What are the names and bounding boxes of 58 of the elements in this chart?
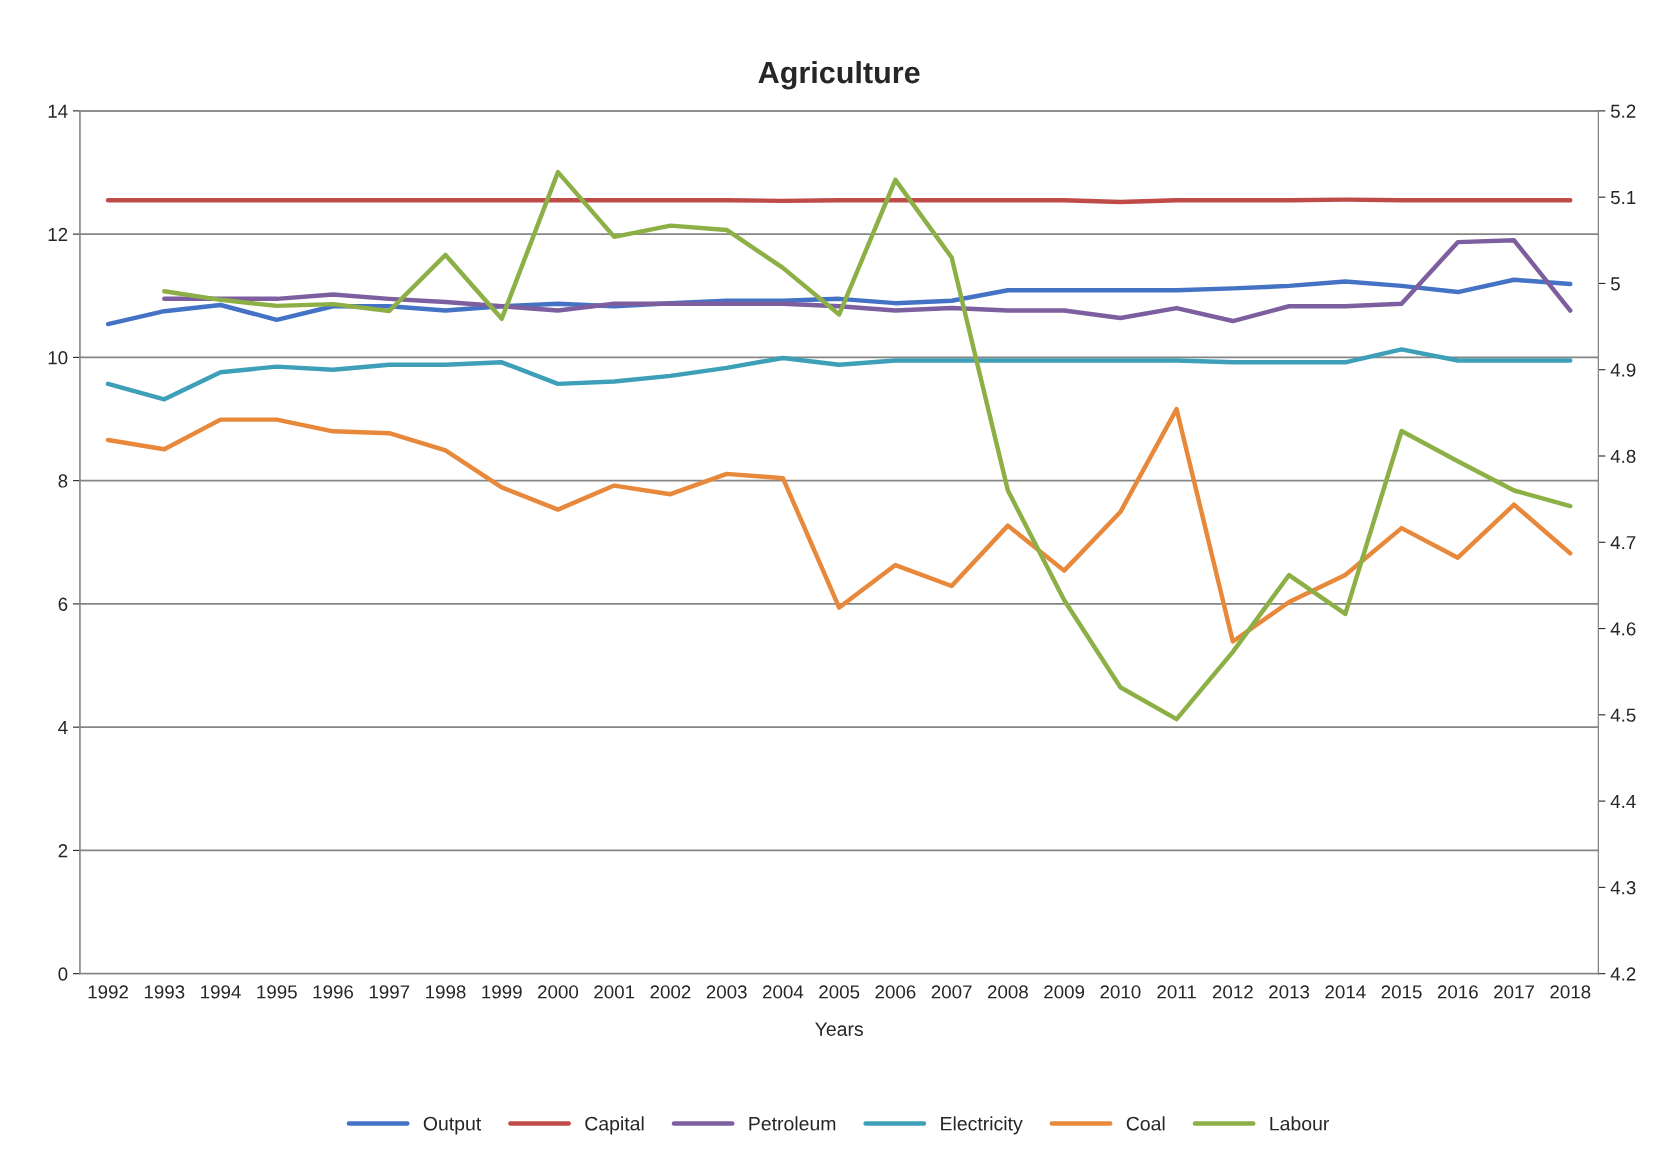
x-tick-label: 1997 bbox=[369, 985, 410, 999]
legend-label: Petroleum bbox=[749, 1116, 836, 1131]
y2-tick-label: 5.2 bbox=[1610, 104, 1636, 118]
x-tick-label: 2016 bbox=[1437, 985, 1478, 999]
x-tick-label: 2009 bbox=[1044, 985, 1085, 999]
x-tick-label: 1995 bbox=[257, 985, 297, 999]
x-tick-label: 2003 bbox=[706, 985, 747, 999]
x-tick-label: 2005 bbox=[819, 985, 860, 999]
x-tick-label: 2001 bbox=[594, 985, 635, 999]
y-tick-label: 0 bbox=[58, 967, 68, 981]
y-tick-label: 4 bbox=[58, 721, 68, 734]
x-tick-label: 2002 bbox=[650, 985, 691, 999]
legend-label: Output bbox=[423, 1116, 482, 1135]
y2-tick-label: 4.5 bbox=[1610, 708, 1636, 722]
y-tick-label: 14 bbox=[48, 104, 68, 118]
x-tick-label: 1992 bbox=[88, 985, 128, 999]
chart-title: Agriculture bbox=[758, 60, 920, 90]
y2-tick-label: 4.9 bbox=[1610, 363, 1636, 377]
y2-tick-label: 5 bbox=[1610, 277, 1620, 291]
x-tick-label: 2004 bbox=[763, 985, 804, 999]
y-tick-label: 8 bbox=[58, 474, 68, 488]
x-tick-label: 2012 bbox=[1212, 985, 1253, 999]
y2-tick-label: 4.2 bbox=[1610, 967, 1636, 981]
y2-tick-label: 4.6 bbox=[1610, 622, 1636, 636]
x-tick-label: 2011 bbox=[1157, 985, 1196, 999]
y-tick-label: 12 bbox=[48, 227, 68, 241]
x-tick-label: 2000 bbox=[538, 985, 579, 999]
x-tick-label: 1993 bbox=[144, 985, 185, 999]
x-tick-label: 1994 bbox=[201, 985, 241, 999]
x-tick-label: 2007 bbox=[931, 985, 972, 999]
x-tick-label: 2008 bbox=[987, 985, 1028, 999]
x-tick-label: 2006 bbox=[875, 985, 916, 999]
y2-tick-label: 4.8 bbox=[1610, 449, 1636, 463]
legend-label: Coal bbox=[1126, 1116, 1165, 1131]
y2-tick-label: 4.4 bbox=[1610, 795, 1636, 808]
x-tick-label: 1996 bbox=[313, 985, 354, 999]
line-series bbox=[105, 347, 1573, 402]
x-tick-label: 2014 bbox=[1325, 985, 1366, 999]
y2-tick-label: 4.3 bbox=[1610, 881, 1636, 895]
line-series bbox=[162, 169, 1573, 722]
line-series bbox=[105, 406, 1573, 644]
y2-tick-label: 5.1 bbox=[1610, 191, 1636, 205]
x-tick-label: 2010 bbox=[1100, 985, 1141, 999]
x-tick-label: 1999 bbox=[482, 985, 522, 999]
x-axis-title: Years bbox=[815, 1022, 863, 1036]
x-tick-label: 2013 bbox=[1269, 985, 1310, 999]
y2-tick-label: 4.7 bbox=[1610, 536, 1636, 550]
legend-label: Capital bbox=[585, 1116, 644, 1135]
y-tick-label: 10 bbox=[48, 351, 68, 365]
legend-label: Electricity bbox=[941, 1116, 1023, 1135]
y-tick-label: 6 bbox=[58, 597, 68, 611]
x-tick-label: 1998 bbox=[426, 985, 466, 999]
x-tick-label: 2015 bbox=[1381, 985, 1422, 999]
x-tick-label: 2017 bbox=[1494, 985, 1534, 999]
legend-label: Labour bbox=[1270, 1116, 1330, 1131]
y-tick-label: 2 bbox=[58, 844, 68, 858]
x-tick-label: 2018 bbox=[1550, 985, 1591, 999]
line-series bbox=[162, 238, 1573, 324]
